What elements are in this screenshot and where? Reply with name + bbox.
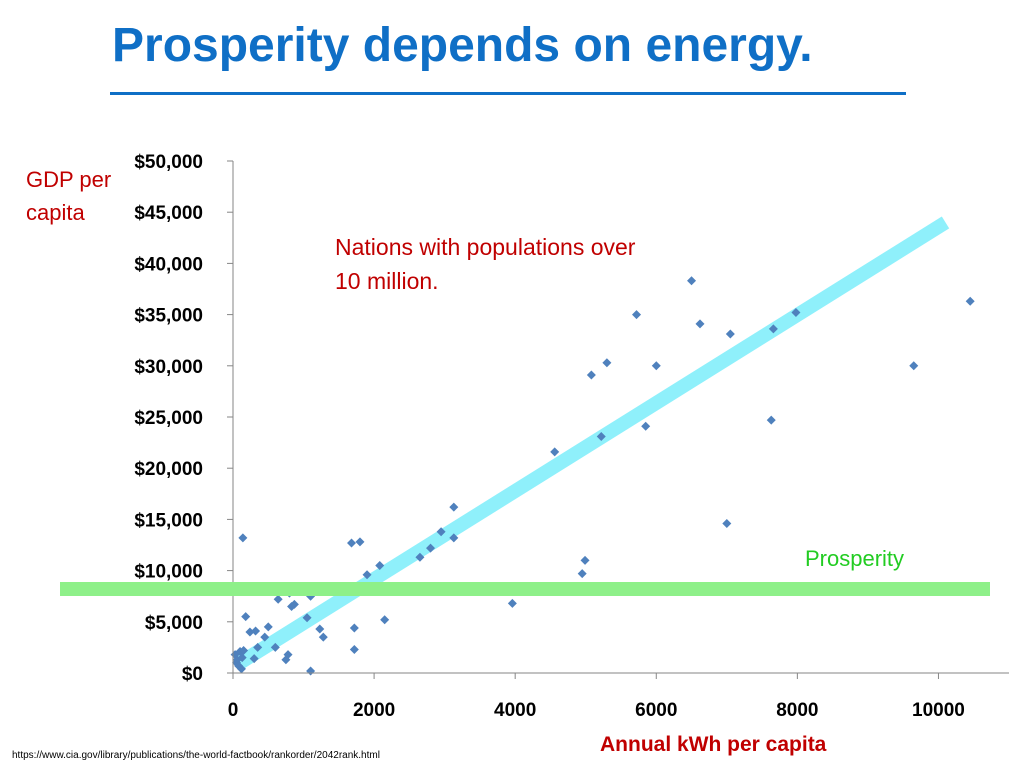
data-point (236, 664, 246, 674)
data-point (586, 370, 596, 380)
x-tick-label: 0 (228, 700, 239, 721)
y-tick-label: $30,000 (134, 357, 203, 378)
ticks-layer: $0 $5,000 $10,000 $15,000 $20,000 $25,000 $30,… (60, 152, 990, 721)
data-point (375, 560, 385, 570)
data-point (687, 276, 697, 286)
data-point (766, 415, 776, 425)
data-point (241, 612, 251, 622)
data-point (791, 308, 801, 318)
data-point (306, 666, 316, 676)
data-point (596, 431, 606, 441)
x-tick-label: 8000 (776, 700, 818, 721)
data-point (651, 361, 661, 371)
data-point (239, 645, 249, 655)
data-point (965, 296, 975, 306)
y-tick-label: $0 (182, 664, 203, 685)
data-point (507, 598, 517, 608)
prosperity-label: Prosperity (805, 546, 905, 571)
data-point (238, 533, 248, 543)
data-point (349, 623, 359, 633)
data-point (270, 642, 280, 652)
y-axis-title: GDP per capita (26, 167, 112, 225)
y-tick-label: $25,000 (134, 408, 203, 429)
data-point (318, 632, 328, 642)
data-point (260, 632, 270, 642)
data-point (347, 538, 357, 548)
data-point (641, 421, 651, 431)
data-point (245, 627, 255, 637)
y-tick-label: $40,000 (134, 254, 203, 275)
data-point (362, 570, 372, 580)
y-tick-label: $20,000 (134, 459, 203, 480)
x-axis-title: Annual kWh per capita (600, 733, 827, 756)
x-tick-label: 4000 (494, 700, 536, 721)
data-point (426, 543, 436, 553)
data-point (577, 569, 587, 579)
data-point (436, 527, 446, 537)
data-point (283, 650, 293, 660)
y-tick-label: $50,000 (134, 152, 203, 173)
data-point (722, 518, 732, 528)
data-point (449, 502, 459, 512)
data-point (315, 624, 325, 634)
data-point (415, 552, 425, 562)
data-point (768, 324, 778, 334)
chart-annotation: Nations with populations over 10 million… (335, 234, 636, 294)
data-point (273, 594, 283, 604)
y-tick-label: $5,000 (145, 613, 203, 634)
slide-title: Prosperity depends on energy. (112, 19, 813, 72)
data-point (909, 361, 919, 371)
data-point (449, 533, 459, 543)
x-tick-label: 6000 (635, 700, 677, 721)
x-tick-label: 2000 (353, 700, 395, 721)
y-tick-label: $45,000 (134, 203, 203, 224)
data-point (602, 358, 612, 368)
data-point (302, 613, 312, 623)
data-point (380, 615, 390, 625)
data-point (632, 310, 642, 320)
data-point (263, 622, 273, 632)
data-point (550, 447, 560, 457)
data-point (580, 555, 590, 565)
y-tick-label: $35,000 (134, 306, 203, 327)
y-tick-label: $15,000 (134, 510, 203, 531)
x-tick-label: 10000 (912, 700, 965, 721)
data-point (253, 642, 263, 652)
data-point (249, 654, 259, 664)
data-point (289, 599, 299, 609)
data-point (695, 319, 705, 329)
data-point (251, 626, 261, 636)
data-point (349, 644, 359, 654)
data-point (237, 653, 247, 663)
y-tick-label: $10,000 (134, 562, 203, 583)
points-layer (230, 276, 975, 676)
title-underline (110, 92, 906, 95)
data-point (725, 329, 735, 339)
data-point (355, 537, 365, 547)
source-link[interactable]: https://www.cia.gov/library/publications… (12, 750, 380, 761)
